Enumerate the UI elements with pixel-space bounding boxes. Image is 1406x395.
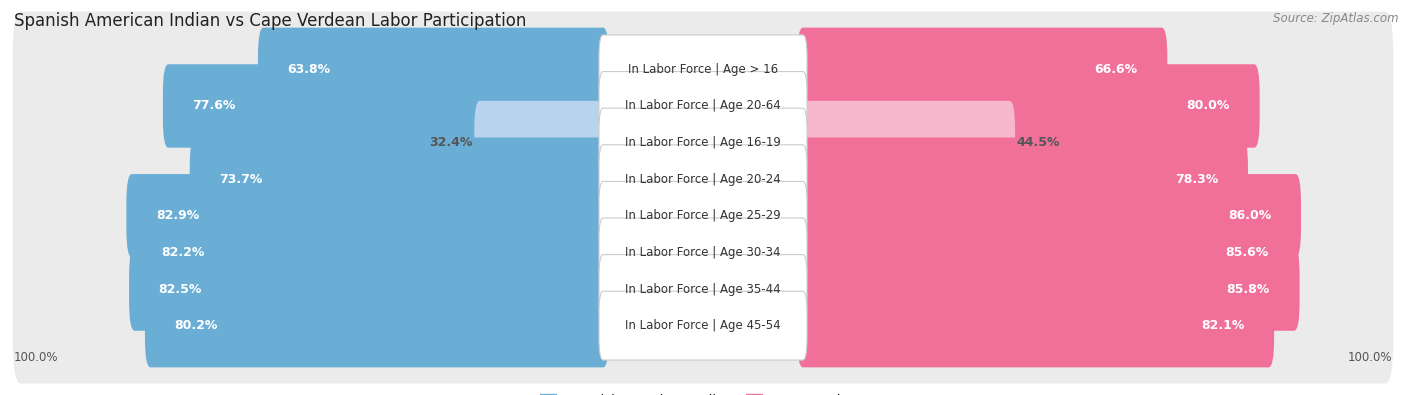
Text: 63.8%: 63.8% bbox=[288, 63, 330, 76]
FancyBboxPatch shape bbox=[13, 48, 1393, 164]
FancyBboxPatch shape bbox=[13, 231, 1393, 347]
FancyBboxPatch shape bbox=[127, 174, 609, 258]
Text: 80.2%: 80.2% bbox=[174, 319, 218, 332]
Text: 82.2%: 82.2% bbox=[160, 246, 204, 259]
Text: 73.7%: 73.7% bbox=[219, 173, 263, 186]
Text: 78.3%: 78.3% bbox=[1175, 173, 1219, 186]
FancyBboxPatch shape bbox=[163, 64, 609, 148]
FancyBboxPatch shape bbox=[257, 28, 609, 111]
Text: In Labor Force | Age 35-44: In Labor Force | Age 35-44 bbox=[626, 282, 780, 295]
Text: 82.5%: 82.5% bbox=[159, 282, 202, 295]
Text: 44.5%: 44.5% bbox=[1017, 136, 1060, 149]
FancyBboxPatch shape bbox=[797, 174, 1301, 258]
Text: In Labor Force | Age 16-19: In Labor Force | Age 16-19 bbox=[626, 136, 780, 149]
FancyBboxPatch shape bbox=[797, 284, 1274, 367]
FancyBboxPatch shape bbox=[129, 247, 609, 331]
Text: Spanish American Indian vs Cape Verdean Labor Participation: Spanish American Indian vs Cape Verdean … bbox=[14, 12, 526, 30]
FancyBboxPatch shape bbox=[599, 35, 807, 104]
Text: In Labor Force | Age 45-54: In Labor Force | Age 45-54 bbox=[626, 319, 780, 332]
Text: 66.6%: 66.6% bbox=[1095, 63, 1137, 76]
Text: In Labor Force | Age 20-64: In Labor Force | Age 20-64 bbox=[626, 100, 780, 113]
FancyBboxPatch shape bbox=[13, 85, 1393, 200]
Text: 77.6%: 77.6% bbox=[193, 100, 236, 113]
FancyBboxPatch shape bbox=[145, 284, 609, 367]
Text: In Labor Force | Age 20-24: In Labor Force | Age 20-24 bbox=[626, 173, 780, 186]
FancyBboxPatch shape bbox=[599, 181, 807, 250]
Legend: Spanish American Indian, Cape Verdean: Spanish American Indian, Cape Verdean bbox=[540, 394, 866, 395]
FancyBboxPatch shape bbox=[797, 247, 1299, 331]
Text: In Labor Force | Age 25-29: In Labor Force | Age 25-29 bbox=[626, 209, 780, 222]
FancyBboxPatch shape bbox=[599, 218, 807, 287]
FancyBboxPatch shape bbox=[599, 71, 807, 140]
FancyBboxPatch shape bbox=[131, 211, 609, 294]
FancyBboxPatch shape bbox=[797, 137, 1249, 221]
FancyBboxPatch shape bbox=[797, 101, 1015, 184]
Text: In Labor Force | Age > 16: In Labor Force | Age > 16 bbox=[628, 63, 778, 76]
FancyBboxPatch shape bbox=[599, 145, 807, 214]
FancyBboxPatch shape bbox=[13, 121, 1393, 237]
FancyBboxPatch shape bbox=[599, 255, 807, 324]
FancyBboxPatch shape bbox=[13, 268, 1393, 384]
Text: 82.1%: 82.1% bbox=[1201, 319, 1244, 332]
Text: 82.9%: 82.9% bbox=[156, 209, 200, 222]
FancyBboxPatch shape bbox=[599, 291, 807, 360]
FancyBboxPatch shape bbox=[797, 64, 1260, 148]
FancyBboxPatch shape bbox=[13, 11, 1393, 127]
Text: 85.6%: 85.6% bbox=[1226, 246, 1268, 259]
Text: 80.0%: 80.0% bbox=[1187, 100, 1230, 113]
FancyBboxPatch shape bbox=[797, 211, 1298, 294]
Text: 85.8%: 85.8% bbox=[1227, 282, 1270, 295]
Text: 100.0%: 100.0% bbox=[1347, 351, 1392, 364]
Text: 32.4%: 32.4% bbox=[429, 136, 472, 149]
Text: In Labor Force | Age 30-34: In Labor Force | Age 30-34 bbox=[626, 246, 780, 259]
Text: 86.0%: 86.0% bbox=[1227, 209, 1271, 222]
Text: 100.0%: 100.0% bbox=[14, 351, 59, 364]
FancyBboxPatch shape bbox=[797, 28, 1167, 111]
Text: Source: ZipAtlas.com: Source: ZipAtlas.com bbox=[1274, 12, 1399, 25]
FancyBboxPatch shape bbox=[474, 101, 609, 184]
FancyBboxPatch shape bbox=[599, 108, 807, 177]
FancyBboxPatch shape bbox=[190, 137, 609, 221]
FancyBboxPatch shape bbox=[13, 195, 1393, 310]
FancyBboxPatch shape bbox=[13, 158, 1393, 274]
